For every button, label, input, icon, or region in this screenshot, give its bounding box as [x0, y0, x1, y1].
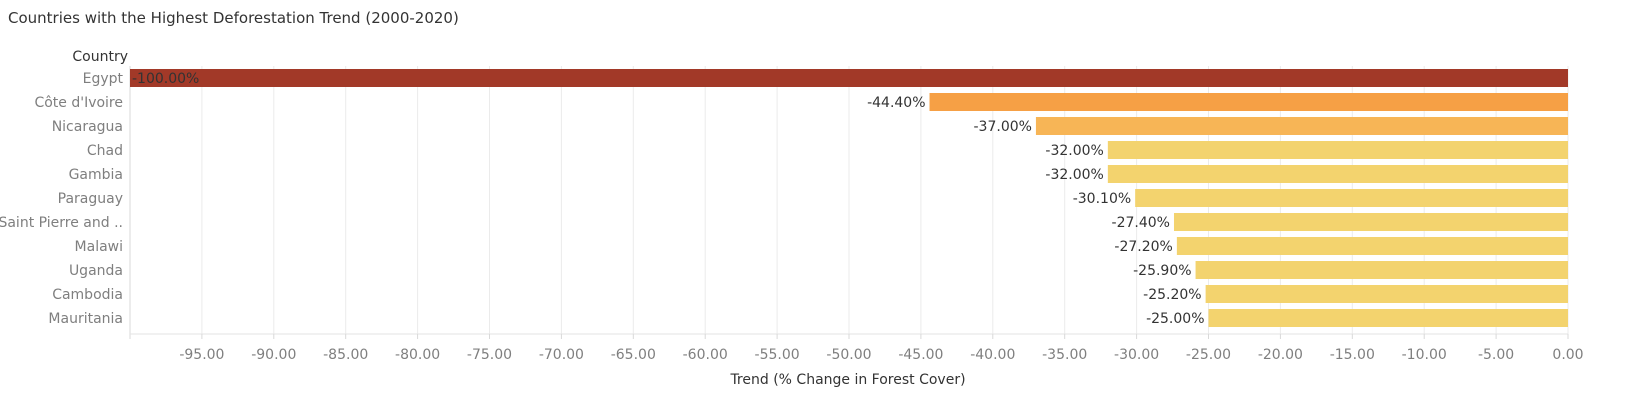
- x-tick-label: -10.00: [1402, 347, 1447, 363]
- x-tick-label: -40.00: [970, 347, 1015, 363]
- x-tick-label: -20.00: [1258, 347, 1303, 363]
- bar[interactable]: [1208, 309, 1569, 327]
- data-label: -25.90%: [1133, 263, 1191, 279]
- bar[interactable]: [1195, 261, 1568, 279]
- x-tick-label: -25.00: [1186, 347, 1231, 363]
- data-label: -44.40%: [867, 95, 925, 111]
- x-axis-title: Trend (% Change in Forest Cover): [729, 372, 965, 388]
- bar[interactable]: [1173, 213, 1568, 231]
- data-label: -100.00%: [132, 71, 199, 87]
- category-label: Uganda: [69, 263, 123, 279]
- category-label: Paraguay: [58, 191, 123, 207]
- x-tick-label: -60.00: [683, 347, 728, 363]
- bar[interactable]: [1205, 285, 1568, 303]
- x-tick-label: -90.00: [251, 347, 296, 363]
- bar[interactable]: [1176, 237, 1568, 255]
- x-tick-label: -75.00: [467, 347, 512, 363]
- data-labels: -100.00% -44.40% -37.00% -32.00% -32.00% -30.…: [132, 71, 1205, 327]
- x-tick-label: -65.00: [611, 347, 656, 363]
- data-label: -25.00%: [1146, 311, 1204, 327]
- category-label: Gambia: [69, 167, 123, 183]
- data-label: -32.00%: [1045, 167, 1103, 183]
- data-label: -30.10%: [1073, 191, 1131, 207]
- bar[interactable]: [1135, 189, 1568, 207]
- x-tick-label: -5.00: [1478, 347, 1514, 363]
- bar[interactable]: [1107, 165, 1568, 183]
- x-tick-label: -30.00: [1114, 347, 1159, 363]
- data-label: -27.40%: [1112, 215, 1170, 231]
- bar[interactable]: [130, 69, 1568, 87]
- category-label: Egypt: [83, 71, 124, 87]
- row-header: Country: [72, 49, 128, 65]
- category-label: Chad: [87, 143, 123, 159]
- x-tick-label: -15.00: [1330, 347, 1375, 363]
- category-labels: Egypt Côte d'Ivoire Nicaragua Chad Gambia Par…: [0, 71, 123, 327]
- data-label: -37.00%: [974, 119, 1032, 135]
- category-label: Mauritania: [48, 311, 123, 327]
- x-tick-label: -70.00: [539, 347, 584, 363]
- data-label: -27.20%: [1114, 239, 1172, 255]
- x-tick-label: -95.00: [179, 347, 224, 363]
- x-axis-ticks: -95.00 -90.00 -85.00 -80.00 -75.00 -70.00 -65.…: [179, 334, 1584, 363]
- x-tick-label: -80.00: [395, 347, 440, 363]
- bar[interactable]: [1035, 117, 1568, 135]
- x-tick-label: -85.00: [323, 347, 368, 363]
- category-label: Saint Pierre and ..: [0, 215, 123, 231]
- data-label: -25.20%: [1143, 287, 1201, 303]
- category-label: Nicaragua: [52, 119, 123, 135]
- data-label: -32.00%: [1045, 143, 1103, 159]
- bar[interactable]: [929, 93, 1568, 111]
- category-label: Cambodia: [52, 287, 123, 303]
- bars: [130, 69, 1568, 327]
- x-tick-label: -50.00: [826, 347, 871, 363]
- x-tick-label: 0.00: [1552, 347, 1583, 363]
- x-tick-label: -35.00: [1042, 347, 1087, 363]
- category-label: Malawi: [75, 239, 123, 255]
- x-tick-label: -55.00: [755, 347, 800, 363]
- category-label: Côte d'Ivoire: [34, 95, 123, 111]
- chart-title: Countries with the Highest Deforestation…: [8, 9, 459, 27]
- x-tick-label: -45.00: [898, 347, 943, 363]
- bar[interactable]: [1107, 141, 1568, 159]
